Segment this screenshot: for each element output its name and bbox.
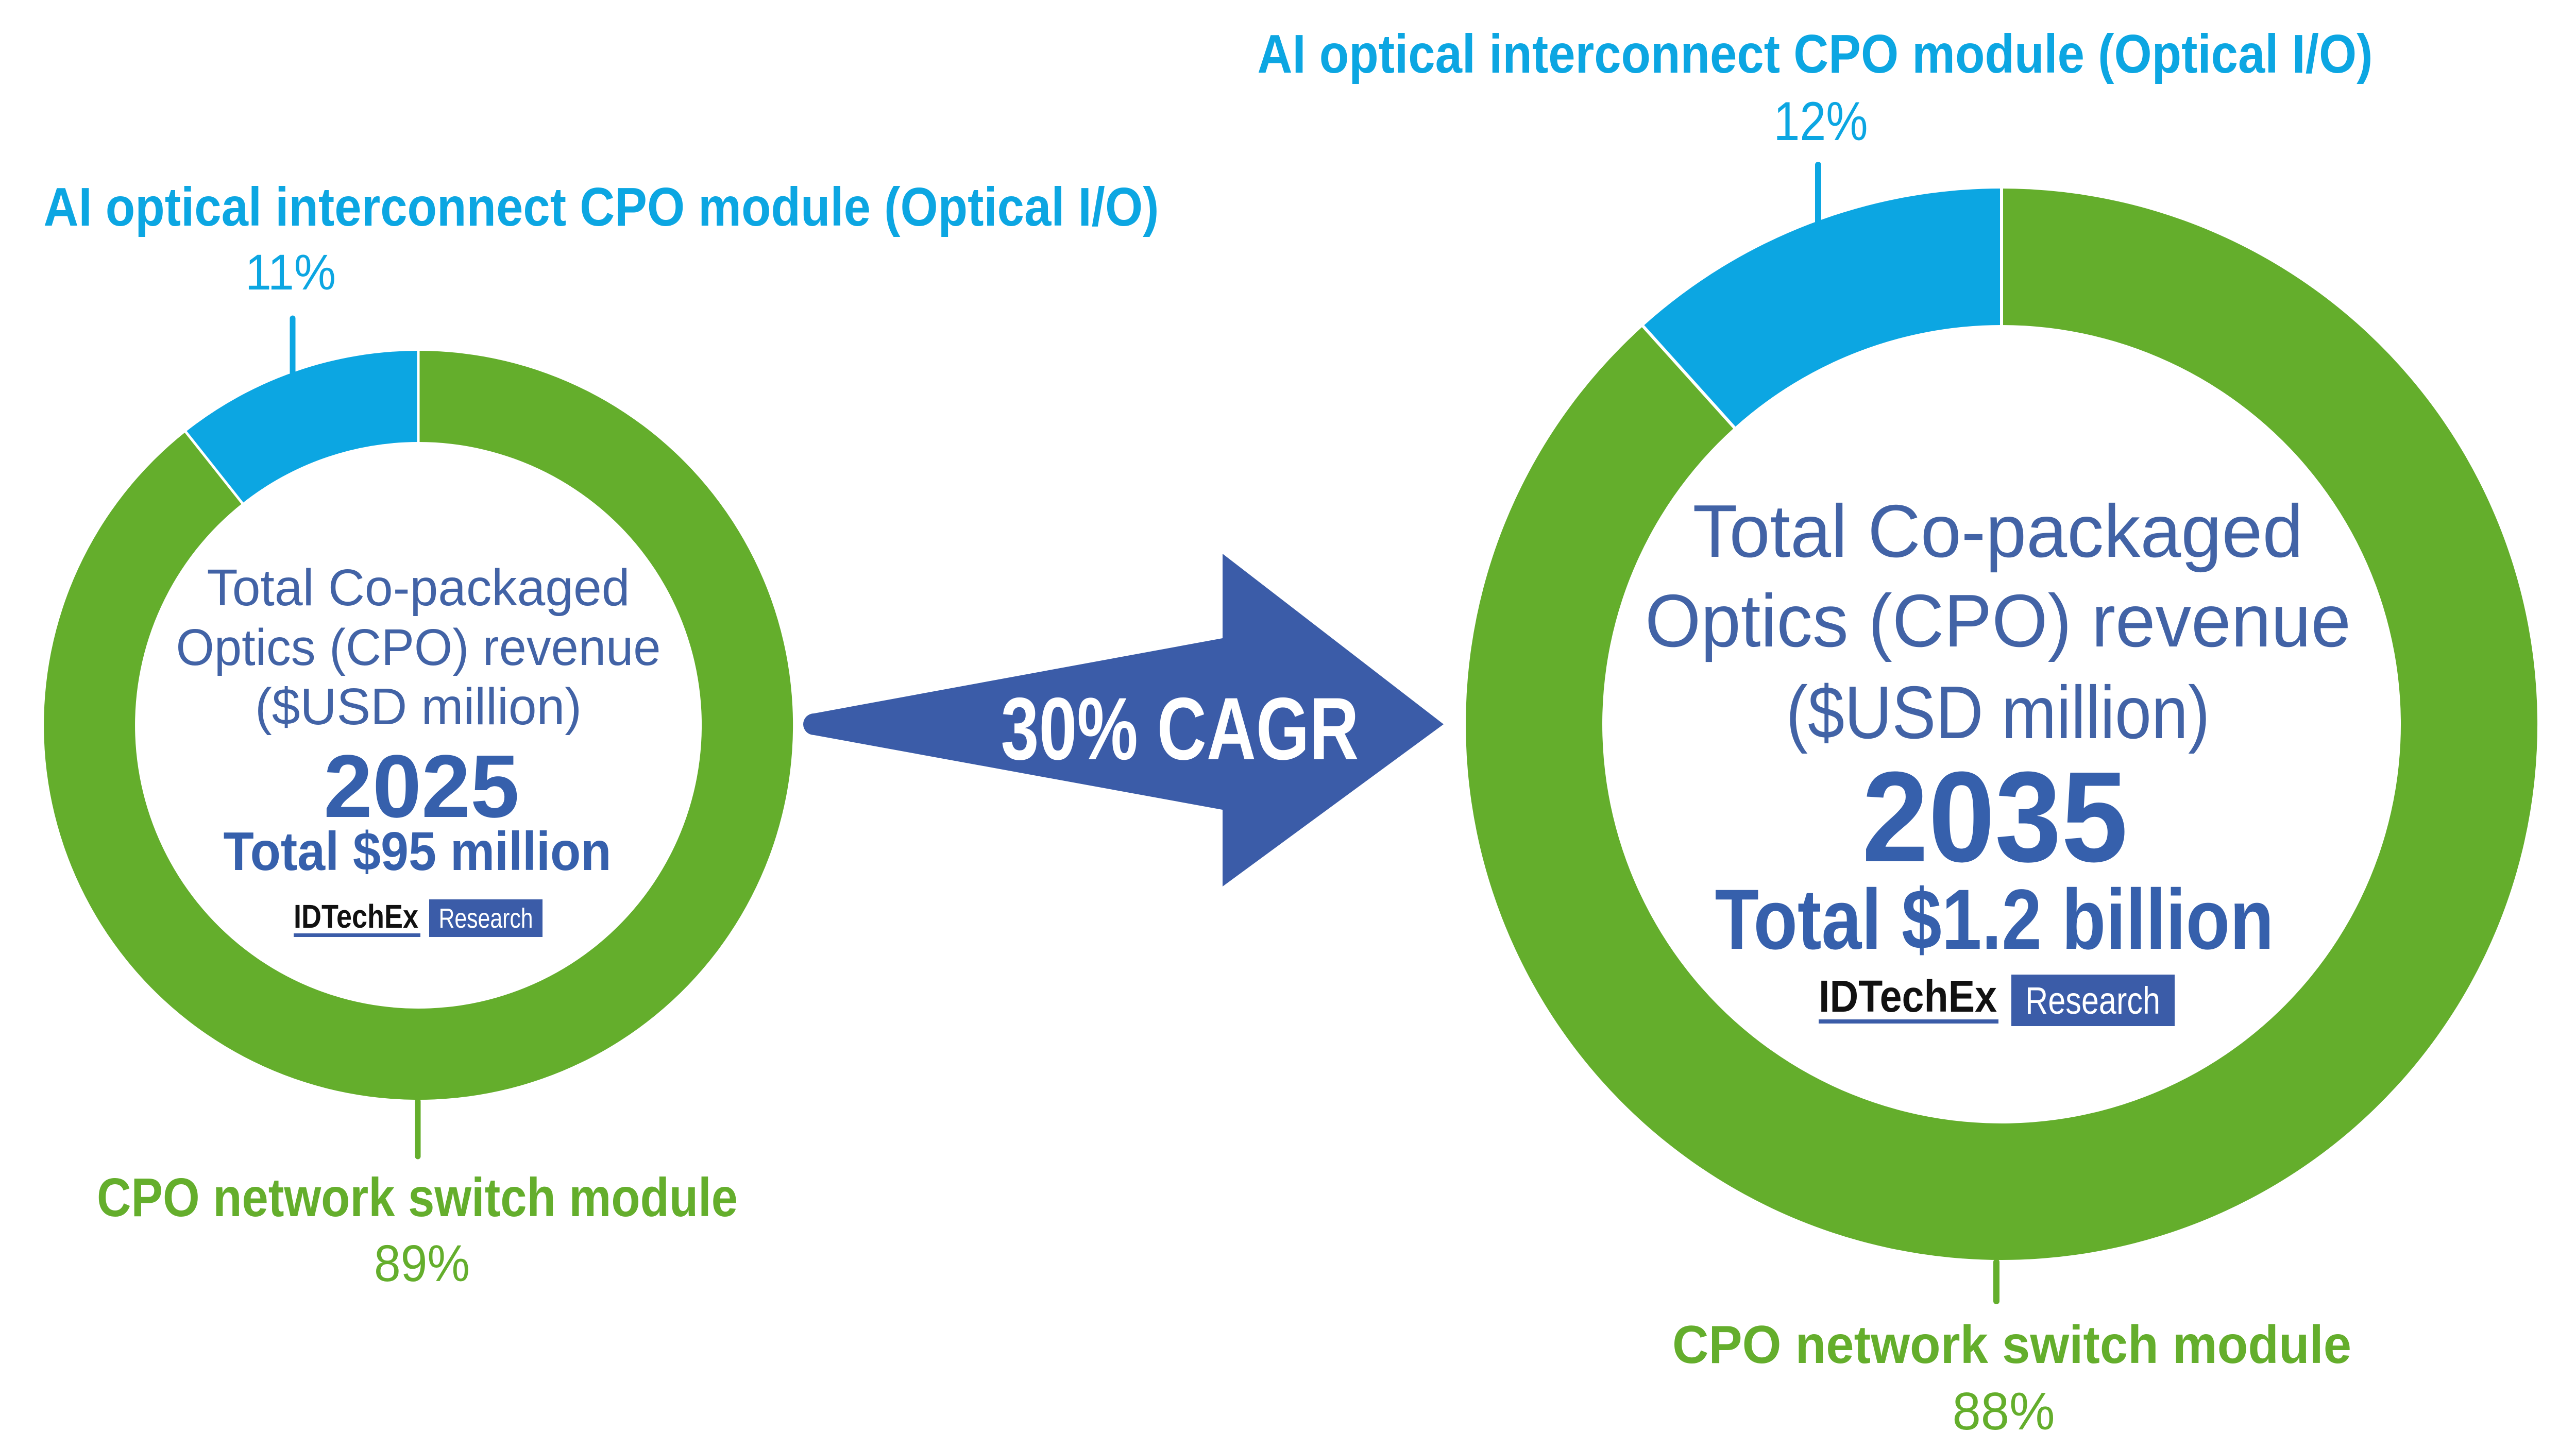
svg-text:($USD million): ($USD million) [255,678,582,736]
svg-text:AI optical interconnect CPO mo: AI optical interconnect CPO module (Opti… [44,177,1159,237]
svg-text:Research: Research [2025,979,2160,1022]
svg-text:Total Co-packaged: Total Co-packaged [207,559,630,617]
svg-text:($USD million): ($USD million) [1786,671,2210,754]
svg-text:Research: Research [439,903,533,934]
svg-text:Total $1.2 billion: Total $1.2 billion [1715,872,2274,967]
svg-text:CPO network switch module: CPO network switch module [1672,1315,2351,1375]
svg-text:IDTechEx: IDTechEx [1819,971,1997,1021]
svg-text:88%: 88% [1953,1382,2055,1441]
svg-text:30% CAGR: 30% CAGR [1001,679,1359,778]
svg-text:Total $95 million: Total $95 million [224,821,612,882]
svg-text:AI optical interconnect CPO mo: AI optical interconnect CPO module (Opti… [1258,24,2373,84]
svg-text:CPO network switch module: CPO network switch module [97,1167,738,1228]
svg-text:89%: 89% [374,1235,470,1292]
svg-text:11%: 11% [245,244,336,300]
svg-text:2035: 2035 [1862,745,2128,889]
svg-text:12%: 12% [1774,90,1868,152]
svg-text:Optics (CPO) revenue: Optics (CPO) revenue [1645,579,2351,662]
svg-text:IDTechEx: IDTechEx [294,898,418,935]
svg-text:Total Co-packaged: Total Co-packaged [1693,489,2303,573]
svg-text:2025: 2025 [324,736,519,836]
svg-text:Optics (CPO) revenue: Optics (CPO) revenue [176,619,661,676]
